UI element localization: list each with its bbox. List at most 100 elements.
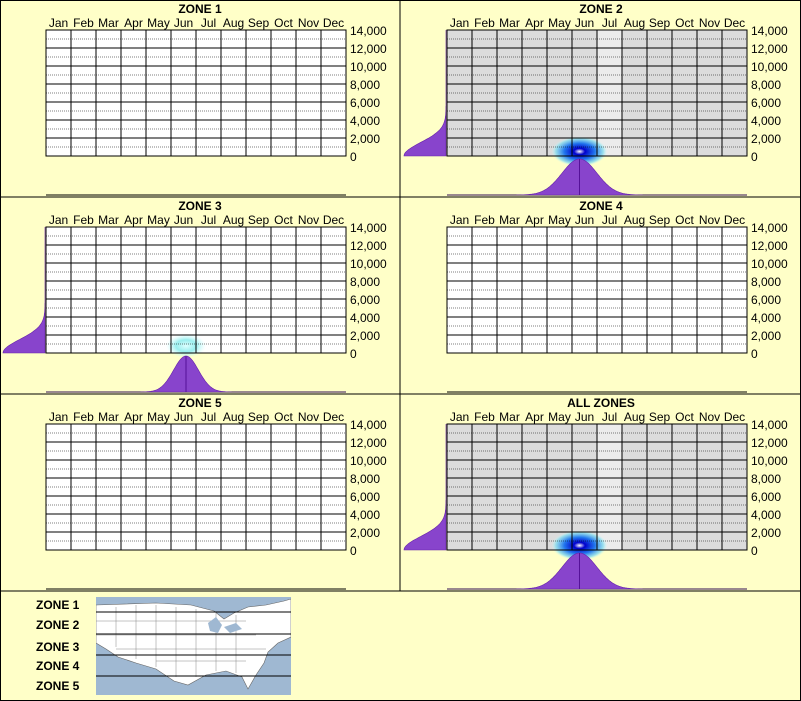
- month-label: Jul: [602, 213, 617, 227]
- month-label: Apr: [525, 410, 544, 424]
- great-lakes: [208, 617, 242, 633]
- ytick-label: 0: [350, 150, 357, 164]
- ytick-label: 2,000: [751, 526, 781, 540]
- elev-density-curve: [2, 227, 46, 354]
- ytick-label: 8,000: [350, 78, 380, 92]
- month-label: Mar: [98, 213, 119, 227]
- hotspot: [551, 530, 608, 561]
- plot-border: [446, 29, 748, 157]
- month-label: Jan: [450, 410, 469, 424]
- ytick-label: 10,000: [350, 60, 387, 74]
- panel-title: ZONE 4: [579, 199, 623, 213]
- ytick-label: 4,000: [751, 114, 781, 128]
- month-label: Aug: [223, 213, 244, 227]
- zone-panel: ZONE 2 Jan Feb Mar Apr May Jun Jul Aug Sep Oct Nov D…: [403, 2, 788, 196]
- month-density-curve: [447, 158, 747, 196]
- panel-title: ZONE 1: [178, 2, 222, 16]
- panel-title: ZONE 5: [178, 396, 222, 410]
- ytick-label: 6,000: [751, 96, 781, 110]
- ytick-label: 12,000: [751, 42, 788, 56]
- month-label: Feb: [474, 410, 495, 424]
- ytick-label: 4,000: [751, 508, 781, 522]
- shaded-month: [672, 30, 697, 156]
- month-label: Aug: [624, 16, 645, 30]
- month-label: May: [548, 213, 571, 227]
- ytick-label: 6,000: [751, 293, 781, 307]
- month-label: Feb: [73, 16, 94, 30]
- zone-map: [96, 597, 291, 695]
- ytick-label: 12,000: [751, 239, 788, 253]
- ytick-label: 0: [350, 544, 357, 558]
- month-label: Jun: [174, 16, 193, 30]
- shaded-month: [522, 30, 547, 156]
- ytick-label: 10,000: [751, 454, 788, 468]
- month-label: Sep: [248, 410, 270, 424]
- month-label: Jan: [450, 213, 469, 227]
- ytick-label: 14,000: [350, 418, 387, 432]
- month-label: May: [147, 213, 170, 227]
- month-label: Apr: [525, 213, 544, 227]
- ytick-label: 6,000: [350, 490, 380, 504]
- shaded-month: [522, 424, 547, 550]
- panel-title: ZONE 2: [579, 2, 623, 16]
- month-label: Apr: [124, 16, 143, 30]
- month-label: Jul: [201, 213, 216, 227]
- month-label: Dec: [323, 213, 344, 227]
- state-borders: [96, 605, 266, 677]
- shaded-month: [622, 30, 647, 156]
- ytick-label: 6,000: [751, 490, 781, 504]
- ytick-label: 10,000: [751, 257, 788, 271]
- ytick-label: 0: [350, 347, 357, 361]
- month-label: Sep: [649, 410, 671, 424]
- month-label: Apr: [124, 410, 143, 424]
- ytick-label: 0: [751, 544, 758, 558]
- month-label: Oct: [274, 213, 293, 227]
- month-label: Jan: [49, 410, 68, 424]
- ytick-label: 2,000: [350, 526, 380, 540]
- month-label: Nov: [298, 16, 319, 30]
- ytick-label: 12,000: [350, 239, 387, 253]
- month-label: May: [147, 410, 170, 424]
- month-label: May: [147, 16, 170, 30]
- plot-border: [446, 423, 748, 551]
- ytick-label: 8,000: [751, 275, 781, 289]
- ytick-label: 4,000: [350, 311, 380, 325]
- shaded-month: [572, 424, 597, 550]
- ytick-label: 2,000: [350, 329, 380, 343]
- shaded-month: [472, 30, 497, 156]
- hotspot: [166, 333, 206, 358]
- month-density-curve: [447, 552, 747, 590]
- month-label: Jun: [575, 16, 594, 30]
- plot-border: [446, 226, 748, 354]
- shaded-month: [722, 424, 747, 550]
- ytick-label: 2,000: [751, 329, 781, 343]
- month-label: Jul: [602, 16, 617, 30]
- ytick-label: 14,000: [350, 221, 387, 235]
- elev-density-curve: [403, 30, 447, 157]
- month-label: Apr: [525, 16, 544, 30]
- month-label: Oct: [274, 16, 293, 30]
- panel-title: ALL ZONES: [567, 396, 635, 410]
- ytick-label: 4,000: [350, 508, 380, 522]
- land-shape: [96, 598, 291, 690]
- month-label: Jun: [575, 410, 594, 424]
- ytick-label: 6,000: [350, 96, 380, 110]
- ytick-label: 14,000: [751, 221, 788, 235]
- ytick-label: 14,000: [350, 24, 387, 38]
- month-label: Oct: [274, 410, 293, 424]
- ytick-label: 8,000: [350, 472, 380, 486]
- month-label: Aug: [624, 213, 645, 227]
- month-label: Sep: [248, 16, 270, 30]
- month-label: Nov: [699, 410, 720, 424]
- legend-zone-1: ZONE 1: [36, 598, 80, 612]
- month-label: May: [548, 410, 571, 424]
- zone-panel: ZONE 5 Jan Feb Mar Apr May Jun Jul Aug Sep Oct Nov D…: [45, 396, 387, 590]
- ytick-label: 10,000: [350, 454, 387, 468]
- ytick-label: 8,000: [751, 78, 781, 92]
- hotspot: [551, 136, 608, 167]
- ytick-label: 10,000: [350, 257, 387, 271]
- month-label: Sep: [649, 16, 671, 30]
- month-label: Sep: [248, 213, 270, 227]
- month-label: Aug: [624, 410, 645, 424]
